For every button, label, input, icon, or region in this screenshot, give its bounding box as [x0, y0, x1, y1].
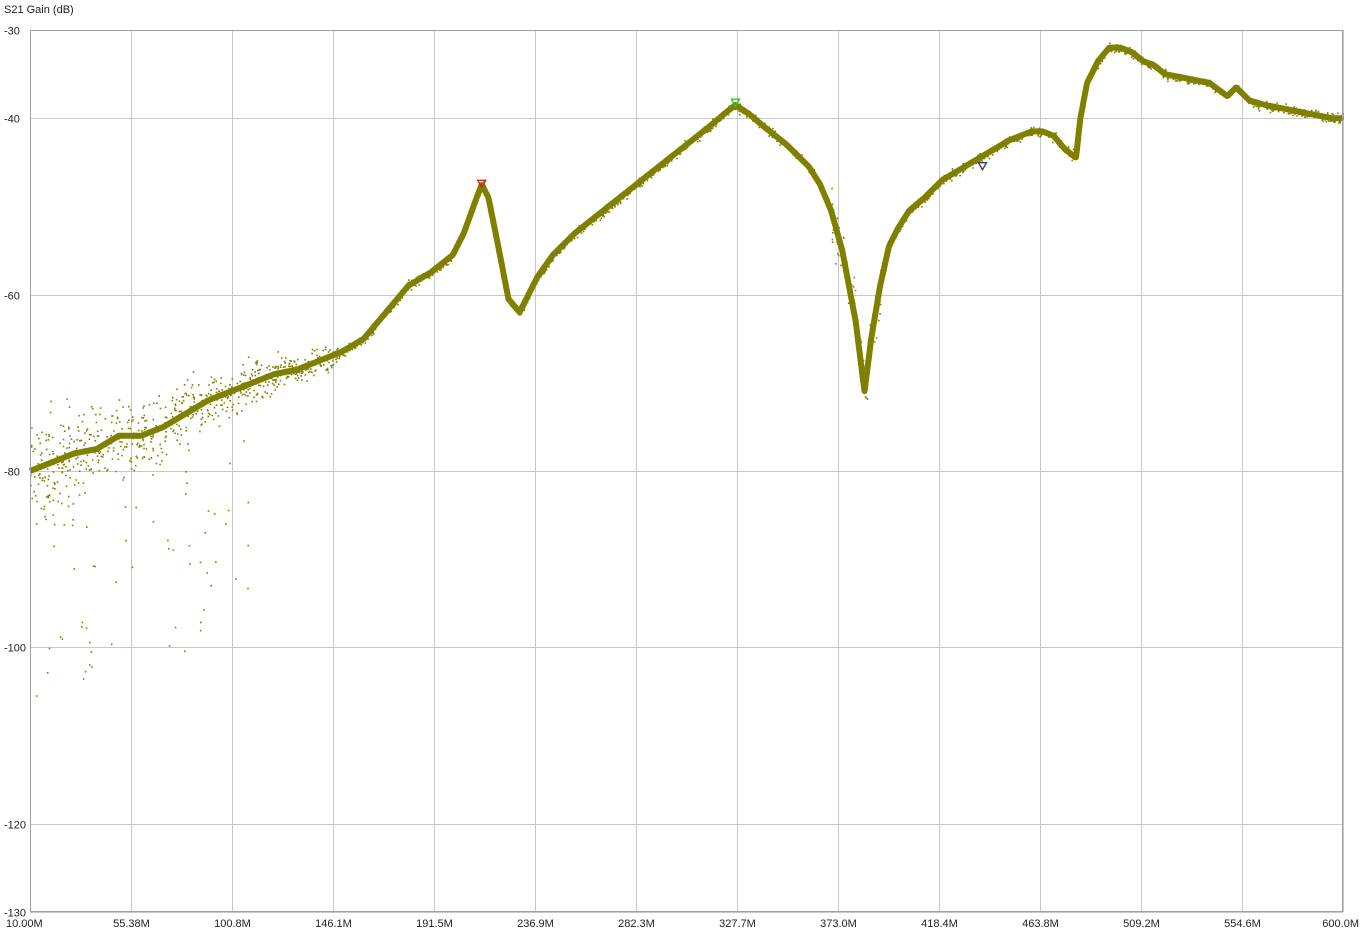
y-tick-label: -40	[4, 114, 20, 126]
x-tick-label: 600.0M	[1322, 918, 1359, 930]
x-tick-label: 55.38M	[113, 918, 150, 930]
x-tick-label: 10.00M	[6, 918, 43, 930]
markers	[476, 98, 988, 189]
x-tick-label: 373.0M	[820, 918, 857, 930]
plot-frame	[30, 30, 1343, 912]
data-series	[27, 42, 1346, 697]
axes: 10.00M 55.38M 100.8M 146.1M 191.5M 236.9M 282.…	[4, 26, 1359, 931]
marker-triangle[interactable]	[730, 98, 741, 108]
y-tick-label: -130	[4, 908, 26, 920]
y-axis-title: S21 Gain (dB)	[4, 4, 74, 16]
x-tick-label: 236.9M	[517, 918, 554, 930]
y-tick-label: -120	[4, 820, 26, 832]
marker-triangle[interactable]	[977, 162, 988, 172]
x-tick-label: 146.1M	[315, 918, 352, 930]
marker-triangle[interactable]	[476, 179, 487, 189]
x-tick-label: 282.3M	[618, 918, 655, 930]
y-tick-label: -100	[4, 643, 26, 655]
y-tick-label: -30	[4, 26, 20, 38]
x-tick-label: 327.7M	[719, 918, 756, 930]
x-tick-label: 100.8M	[214, 918, 251, 930]
x-tick-label: 418.4M	[921, 918, 958, 930]
x-tick-label: 554.6M	[1224, 918, 1261, 930]
x-tick-label: 191.5M	[416, 918, 453, 930]
y-tick-label: -80	[4, 467, 20, 479]
x-tick-label: 509.2M	[1123, 918, 1160, 930]
y-tick-label: -60	[4, 291, 20, 303]
grid	[30, 30, 1344, 913]
x-tick-label: 463.8M	[1022, 918, 1059, 930]
